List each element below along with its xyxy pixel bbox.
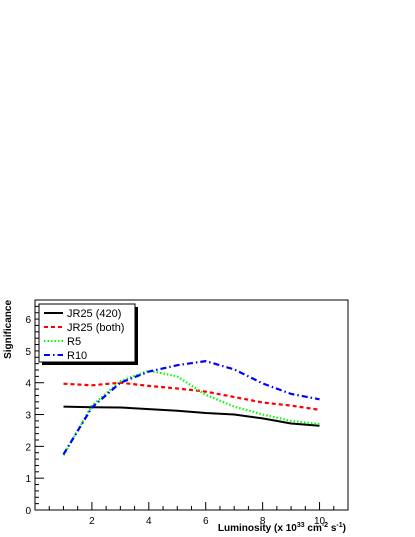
x-axis-title: Luminosity (x 1033 cm-2 s-1) — [218, 522, 346, 534]
legend-label-2: JR25 (both) — [67, 322, 124, 334]
series-line-2 — [63, 381, 320, 411]
x-axis-title-main: Luminosity (x 10 — [218, 523, 297, 534]
y-tick-label: 0 — [25, 506, 31, 517]
x-tick-label: 6 — [203, 516, 209, 527]
y-tick-label: 2 — [25, 442, 31, 453]
legend-label-3: R5 — [67, 336, 81, 348]
x-tick-label: 4 — [146, 516, 152, 527]
x-tick-label: 2 — [89, 516, 95, 527]
x-axis-title-unit: cm — [305, 523, 322, 534]
y-tick-label: 3 — [25, 411, 31, 422]
y-axis-title: Significance — [3, 300, 14, 359]
series-line-4 — [62, 360, 320, 455]
y-tick-label: 1 — [25, 474, 31, 485]
y-tick-label: 4 — [25, 379, 31, 390]
x-tick-label: 8 — [260, 516, 266, 527]
x-axis-title-exp3: -1 — [336, 522, 342, 529]
legend-label-4: R10 — [67, 350, 87, 362]
legend: JR25 (420) JR25 (both) R5 R10 — [38, 303, 138, 365]
series-line-3 — [62, 369, 320, 456]
x-axis-title-exp2: -2 — [322, 522, 328, 529]
y-tick-label: 5 — [25, 347, 31, 358]
x-axis-title-exp1: 33 — [297, 522, 305, 529]
x-tick-label: 10 — [314, 516, 326, 527]
x-axis-title-tail: s — [328, 523, 337, 534]
series-line-1 — [63, 405, 320, 427]
x-axis-title-close: ) — [343, 523, 346, 534]
legend-label-1: JR25 (420) — [67, 308, 121, 320]
y-tick-label: 6 — [25, 315, 31, 326]
